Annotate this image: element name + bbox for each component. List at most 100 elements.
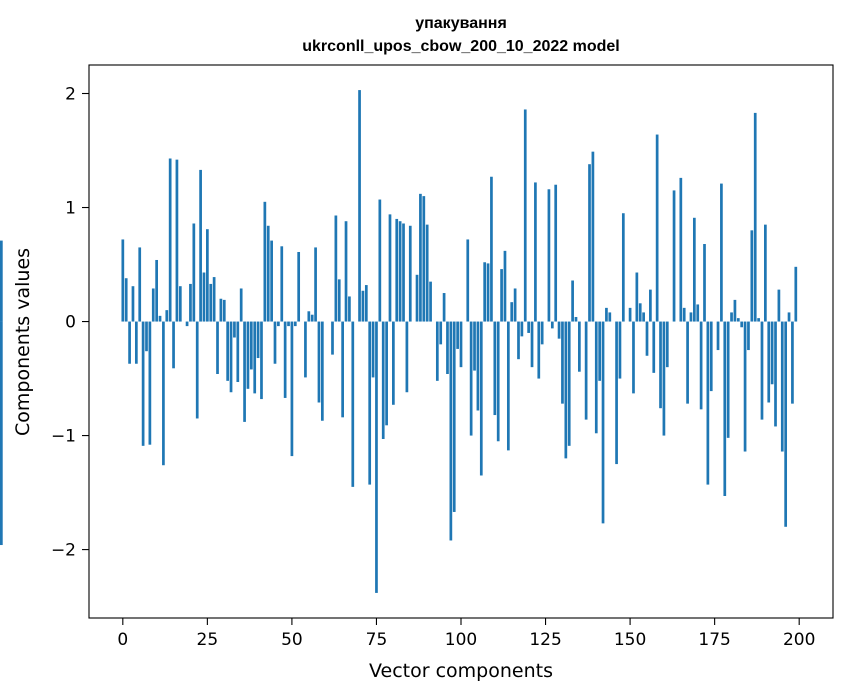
bar-111 (496, 321, 500, 442)
bar-105 (476, 321, 480, 411)
bar-35 (239, 288, 243, 322)
bar-77 (381, 321, 385, 439)
bar-158 (655, 134, 659, 322)
bar-195 (780, 321, 784, 452)
bar-16 (175, 159, 179, 322)
bar-139 (591, 151, 595, 322)
bar-72 (364, 285, 368, 322)
bar-62 (331, 321, 334, 355)
bar-52 (297, 251, 301, 322)
y-tick-label: −1 (51, 427, 76, 447)
bar-27 (212, 277, 216, 322)
bar-177 (720, 183, 723, 322)
x-tick-label: 25 (197, 630, 219, 650)
bar-22 (195, 321, 199, 419)
bar-173 (706, 321, 710, 485)
bar-3 (131, 286, 135, 322)
bar-118 (520, 321, 524, 337)
bar-89 (422, 196, 426, 322)
bar-194 (777, 289, 781, 322)
bar-93 (435, 321, 439, 381)
bar-114 (506, 321, 510, 451)
bar-181 (733, 299, 737, 322)
y-tick-label: 2 (65, 85, 76, 105)
bar-68 (351, 321, 355, 487)
bar-112 (500, 269, 503, 322)
bar-151 (632, 321, 635, 394)
bar-83 (402, 223, 405, 322)
bar-113 (503, 250, 507, 322)
bar-28 (216, 321, 219, 374)
bar-11 (158, 315, 162, 322)
bar-124 (540, 321, 544, 345)
x-tick-label: 0 (117, 630, 128, 650)
bar-67 (348, 296, 351, 322)
y-axis-label: Components values (12, 248, 34, 436)
bar-150 (628, 307, 632, 322)
bar-4 (134, 321, 138, 364)
bar-84 (405, 321, 409, 393)
bar-141 (598, 321, 602, 381)
bar-198 (791, 321, 794, 404)
bar-161 (665, 321, 669, 368)
bar-116 (513, 288, 517, 322)
y-tick-label: −2 (51, 541, 76, 561)
x-tick-label: 50 (281, 630, 303, 650)
y-axis: −2 −1 0 1 2 (51, 85, 89, 561)
bar-9 (151, 288, 155, 322)
bar-159 (659, 321, 662, 409)
bar-144 (608, 312, 612, 322)
bar-38 (249, 321, 253, 370)
bar-47 (280, 246, 284, 322)
bar-154 (642, 312, 645, 322)
bar-41 (260, 321, 263, 400)
bar-123 (537, 321, 541, 379)
bar-56 (310, 314, 314, 322)
bar-115 (510, 302, 514, 322)
bar-138 (588, 164, 591, 322)
bar-23 (199, 169, 202, 322)
bar-153 (638, 303, 642, 322)
bar-94 (439, 321, 443, 345)
bar-104 (473, 321, 476, 371)
bar-95 (442, 293, 446, 322)
bar-102 (466, 239, 470, 322)
bar-79 (388, 214, 392, 322)
bar-24 (202, 272, 206, 322)
bar-99 (456, 321, 459, 349)
bar-152 (635, 272, 639, 322)
bar-15 (172, 321, 175, 369)
bar-7 (145, 321, 148, 352)
bar-87 (415, 274, 419, 322)
bar-143 (605, 307, 608, 322)
bar-51 (293, 321, 297, 327)
bar-70 (358, 90, 361, 322)
bar-29 (219, 298, 223, 322)
bar-37 (246, 321, 250, 389)
bar-155 (645, 321, 649, 356)
bar-128 (554, 184, 558, 322)
bar-119 (523, 109, 527, 322)
bar-185 (747, 321, 750, 351)
bar-192 (770, 321, 774, 385)
bar-63 (334, 215, 338, 322)
bar-44 (270, 240, 273, 322)
x-tick-label: 200 (783, 630, 815, 650)
bar-undefined (0, 321, 3, 546)
bar-193 (774, 321, 777, 427)
bar-8 (148, 321, 152, 445)
bar-49 (287, 321, 290, 327)
bar-179 (726, 321, 730, 438)
bar-66 (344, 221, 348, 322)
bar-36 (243, 321, 246, 422)
bars (0, 90, 798, 593)
bar-168 (689, 312, 693, 322)
bar-199 (794, 266, 798, 322)
bar-80 (392, 321, 395, 405)
x-tick-label: 150 (614, 630, 646, 650)
bar-73 (368, 321, 372, 485)
bar-59 (320, 321, 324, 421)
bar-120 (527, 321, 530, 333)
x-axis-label: Vector components (369, 660, 553, 682)
